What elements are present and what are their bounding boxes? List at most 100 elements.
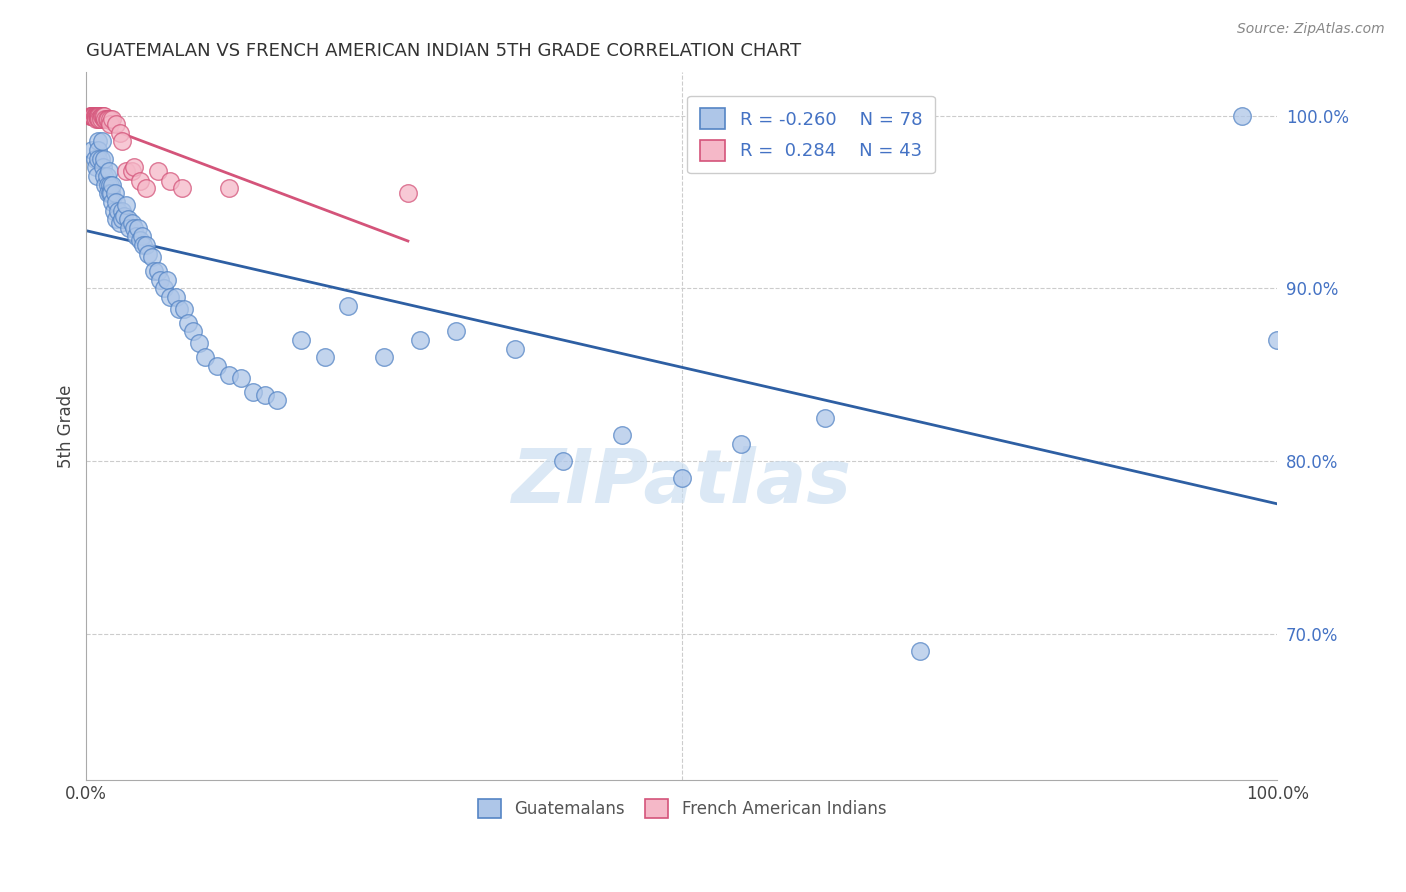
Point [266,393,288,408]
Point [90,152,112,166]
Point [170,181,193,195]
Point [194,351,217,365]
Point [100,186,122,201]
Point [121,216,143,230]
Point [396,186,419,201]
Point [112,209,135,223]
Point [91,161,114,175]
Point [149,272,172,286]
Point [80,109,103,123]
Point [108,216,131,230]
Point [82,109,104,123]
Point [87,143,110,157]
Point [128,174,150,188]
Point [114,164,136,178]
Point [730,436,752,450]
Legend: Guatemalans, French American Indians: Guatemalans, French American Indians [471,792,893,825]
Point [101,178,124,192]
Point [127,220,149,235]
Point [87,152,110,166]
Text: ZIPatlas: ZIPatlas [512,447,852,519]
Point [103,203,125,218]
Point [98,112,121,126]
Point [156,272,179,286]
Point [96,112,118,126]
Point [121,164,143,178]
Point [218,181,240,195]
Point [90,109,112,123]
Point [82,143,104,157]
Point [173,301,195,316]
Point [89,109,111,123]
Point [131,229,153,244]
Point [111,135,134,149]
Point [98,178,121,192]
Point [94,112,117,126]
Point [90,135,112,149]
Point [135,238,157,252]
Point [165,290,187,304]
Point [146,164,169,178]
Text: GUATEMALAN VS FRENCH AMERICAN INDIAN 5TH GRADE CORRELATION CHART: GUATEMALAN VS FRENCH AMERICAN INDIAN 5TH… [86,42,801,60]
Y-axis label: 5th Grade: 5th Grade [58,384,75,468]
Point [122,220,145,235]
Point [83,109,105,123]
Point [337,298,360,312]
Point [82,109,104,123]
Point [146,264,169,278]
Point [117,212,139,227]
Point [136,246,159,260]
Point [101,112,124,126]
Point [908,644,931,658]
Point [97,164,120,178]
Point [671,471,693,485]
Point [231,371,253,385]
Point [84,161,107,175]
Point [503,342,526,356]
Point [97,178,120,192]
Point [314,351,336,365]
Point [91,109,114,123]
Point [84,109,107,123]
Point [84,112,107,126]
Point [101,194,124,209]
Point [90,112,112,126]
Point [218,368,240,382]
Point [87,109,110,123]
Point [90,109,112,123]
Point [87,109,110,123]
Point [98,117,121,131]
Point [82,109,104,123]
Point [253,388,276,402]
Point [159,174,181,188]
Text: Source: ZipAtlas.com: Source: ZipAtlas.com [1237,22,1385,37]
Point [111,212,134,227]
Point [93,109,115,123]
Point [83,109,105,123]
Point [290,333,312,347]
Point [1230,109,1253,123]
Point [814,410,837,425]
Point [107,203,129,218]
Point [84,109,107,123]
Point [141,250,163,264]
Point [183,325,205,339]
Point [94,178,117,192]
Point [83,152,105,166]
Point [111,203,134,218]
Point [87,135,110,149]
Point [122,161,145,175]
Point [152,281,174,295]
Point [79,109,101,123]
Point [93,169,115,183]
Point [93,152,115,166]
Point [97,186,120,201]
Point [118,220,141,235]
Point [444,325,467,339]
Point [97,112,120,126]
Point [167,301,190,316]
Point [86,169,108,183]
Point [105,212,128,227]
Point [82,109,104,123]
Point [114,198,136,212]
